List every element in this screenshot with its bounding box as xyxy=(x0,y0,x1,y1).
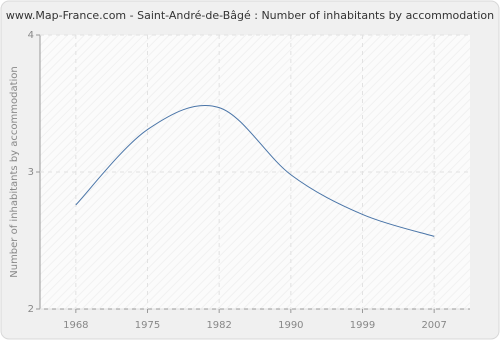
chart-title: www.Map-France.com - Saint-André-de-Bâgé… xyxy=(6,9,494,22)
x-tick-label: 1999 xyxy=(350,320,375,331)
x-tick-label: 1990 xyxy=(278,320,303,331)
plot-area xyxy=(40,35,470,309)
x-tick-label: 1982 xyxy=(206,320,231,331)
line xyxy=(75,104,435,237)
x-tick-label: 2007 xyxy=(421,320,446,331)
x-tick-label: 1968 xyxy=(63,320,88,331)
y-axis-label: Number of inhabitants by accommodation xyxy=(9,66,20,278)
y-tick-label: 4 xyxy=(28,30,34,41)
y-tick-label: 3 xyxy=(28,167,34,178)
x-tick-label: 1975 xyxy=(135,320,160,331)
y-tick-label: 2 xyxy=(28,304,34,315)
